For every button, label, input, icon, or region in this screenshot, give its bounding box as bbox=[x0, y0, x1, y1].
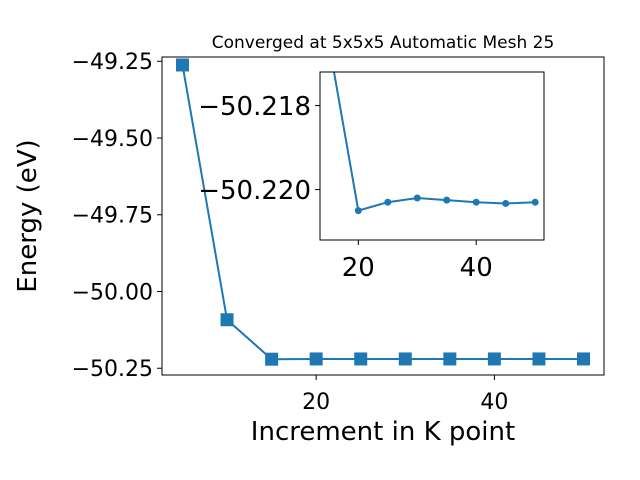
main-plot: Converged at 5x5x5 Automatic Mesh 25 Ene… bbox=[13, 33, 605, 447]
y-tick-label: −50.220 bbox=[198, 176, 311, 206]
main-series-markers bbox=[175, 58, 591, 366]
circle-data-point bbox=[413, 194, 421, 202]
inset-background bbox=[320, 72, 544, 240]
inset-axis-ticks: 20 40 −50.220 −50.218 bbox=[198, 92, 493, 283]
inset-plot: 20 40 −50.220 −50.218 bbox=[198, 71, 545, 283]
square-data-point bbox=[175, 58, 189, 72]
circle-data-point bbox=[531, 198, 539, 206]
square-data-point bbox=[309, 352, 323, 366]
y-tick-label: −49.50 bbox=[72, 127, 153, 152]
y-tick-label: −50.218 bbox=[198, 92, 311, 122]
inset-series-line bbox=[332, 72, 536, 212]
square-data-point bbox=[577, 352, 591, 366]
square-data-point bbox=[532, 352, 546, 366]
circle-data-point bbox=[502, 199, 510, 207]
main-plot-frame bbox=[161, 56, 605, 376]
x-tick-label: 20 bbox=[342, 253, 375, 283]
inset-series-markers bbox=[354, 194, 539, 215]
main-series-line bbox=[181, 64, 584, 361]
square-data-point bbox=[354, 352, 368, 366]
x-tick-label: 40 bbox=[460, 253, 493, 283]
square-data-point bbox=[220, 313, 234, 327]
circle-data-point bbox=[354, 207, 362, 215]
y-tick-label: −49.25 bbox=[72, 50, 153, 75]
x-tick-label: 20 bbox=[302, 390, 330, 415]
y-tick-label: −50.25 bbox=[72, 357, 153, 382]
y-tick-label: −50.00 bbox=[72, 280, 153, 305]
square-data-point bbox=[443, 352, 457, 366]
inset-plot-frame bbox=[319, 71, 545, 241]
main-axis-ticks: 20 40 −49.25 −49.50 −49.75 −50.00 −50.25 bbox=[72, 50, 509, 415]
chart-title: Converged at 5x5x5 Automatic Mesh 25 bbox=[212, 33, 555, 53]
square-data-point bbox=[265, 352, 279, 366]
y-axis-label: Energy (eV) bbox=[13, 139, 43, 292]
square-data-point bbox=[398, 352, 412, 366]
x-tick-label: 40 bbox=[480, 390, 508, 415]
x-axis-label: Increment in K point bbox=[251, 417, 515, 447]
square-data-point bbox=[487, 352, 501, 366]
circle-data-point bbox=[384, 198, 392, 206]
y-tick-label: −49.75 bbox=[72, 204, 153, 229]
circle-data-point bbox=[472, 198, 480, 206]
circle-data-point bbox=[443, 196, 451, 204]
